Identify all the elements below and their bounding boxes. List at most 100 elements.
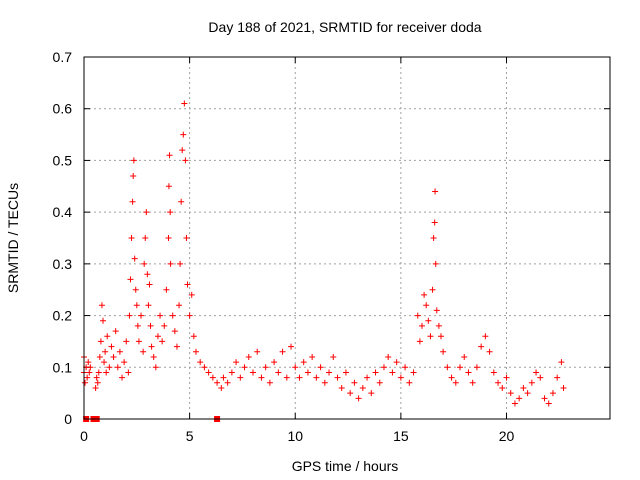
- x-tick-label: 15: [393, 428, 409, 444]
- data-point: [524, 390, 531, 397]
- data-point: [266, 379, 273, 386]
- data-point: [338, 384, 345, 391]
- data-point: [102, 348, 109, 355]
- data-point: [154, 333, 161, 340]
- data-point: [143, 209, 150, 216]
- y-tick-label: 0.6: [53, 101, 73, 117]
- grid-lines: [84, 57, 610, 419]
- data-point: [326, 369, 333, 376]
- data-point: [147, 322, 154, 329]
- data-point: [465, 369, 472, 376]
- data-point: [241, 364, 248, 371]
- data-point: [376, 379, 383, 386]
- data-point: [167, 260, 174, 267]
- data-point: [183, 235, 190, 241]
- data-point: [148, 343, 155, 350]
- data-point: [292, 364, 299, 371]
- data-point: [205, 369, 212, 376]
- data-point: [432, 260, 439, 267]
- data-point: [182, 157, 189, 164]
- data-point: [499, 384, 506, 391]
- x-tick-label: 5: [186, 428, 194, 444]
- chart-title: Day 188 of 2021, SRMTID for receiver dod…: [208, 19, 481, 35]
- data-point: [110, 353, 117, 360]
- data-point: [321, 379, 328, 386]
- data-point: [418, 322, 425, 329]
- data-point: [541, 395, 548, 402]
- data-point: [166, 152, 173, 159]
- data-point: [410, 369, 417, 376]
- data-point: [372, 369, 379, 376]
- data-point: [177, 260, 184, 267]
- data-point: [237, 374, 244, 381]
- data-point: [161, 322, 168, 329]
- data-point: [190, 333, 197, 340]
- data-point: [364, 374, 371, 381]
- data-point: [103, 369, 110, 376]
- axis-ticks: [83, 56, 610, 420]
- data-point: [438, 333, 445, 340]
- data-point: [128, 235, 135, 241]
- data-point: [133, 302, 140, 309]
- data-point: [351, 379, 358, 386]
- x-tick-label: 20: [499, 428, 515, 444]
- data-point: [100, 317, 107, 324]
- data-point: [516, 395, 523, 402]
- data-point: [490, 369, 497, 376]
- data-point: [132, 286, 139, 293]
- data-point: [82, 379, 89, 386]
- data-point: [304, 369, 311, 376]
- data-point: [393, 359, 400, 366]
- data-point: [130, 157, 137, 164]
- data-point: [178, 198, 185, 205]
- data-point: [511, 400, 518, 407]
- data-point: [473, 364, 480, 371]
- data-point: [334, 374, 341, 381]
- data-point: [138, 312, 145, 319]
- x-tick-label: 0: [80, 428, 88, 444]
- data-point: [478, 343, 485, 350]
- data-point: [414, 312, 421, 319]
- data-point: [121, 359, 128, 366]
- data-point: [313, 374, 320, 381]
- data-point: [126, 312, 133, 319]
- data-point: [549, 390, 556, 397]
- axis-tick-labels: 0 5 10 15 20 0 0.1 0.2 0.3 0.4 0.5 0.6 0.7: [53, 49, 515, 444]
- data-point: [421, 291, 428, 298]
- data-point: [135, 338, 142, 345]
- data-point: [134, 322, 141, 329]
- data-point: [254, 348, 261, 355]
- data-point: [461, 353, 468, 360]
- y-tick-label: 0.5: [53, 152, 73, 168]
- data-point: [430, 235, 437, 241]
- data-point: [184, 281, 191, 288]
- y-axis-label: SRMTID / TECUs: [5, 183, 21, 293]
- data-point: [528, 379, 535, 386]
- data-point: [125, 369, 132, 376]
- data-point: [416, 338, 423, 345]
- data-point: [423, 302, 430, 309]
- data-point: [141, 260, 148, 267]
- data-point: [106, 364, 113, 371]
- data-point: [157, 312, 164, 319]
- data-point: [359, 384, 366, 391]
- data-point: [116, 348, 123, 355]
- data-point: [152, 364, 159, 371]
- data-point: [130, 172, 137, 179]
- data-point: [440, 348, 447, 355]
- data-point: [180, 131, 187, 138]
- data-point: [165, 235, 172, 241]
- data-point: [431, 219, 438, 226]
- data-point: [389, 369, 396, 376]
- data-point: [249, 369, 256, 376]
- data-point: [457, 364, 464, 371]
- data-point: [245, 353, 252, 360]
- data-point: [228, 369, 235, 376]
- data-point: [469, 379, 476, 386]
- data-point: [288, 343, 295, 350]
- data-point: [84, 374, 91, 381]
- data-point: [197, 359, 204, 366]
- y-tick-label: 0.4: [53, 204, 73, 220]
- data-point: [129, 198, 136, 205]
